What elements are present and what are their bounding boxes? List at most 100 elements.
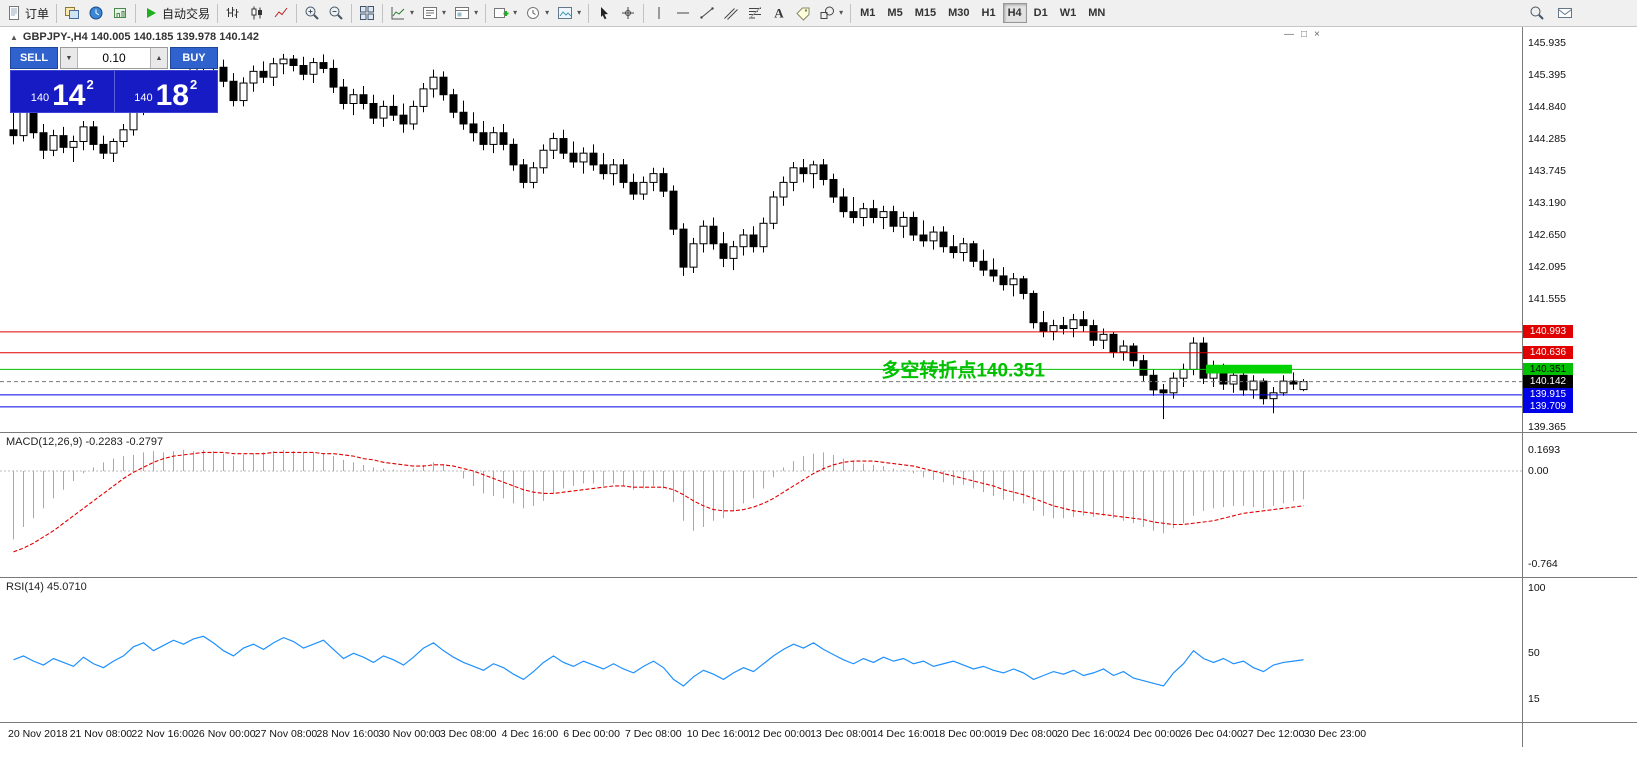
rsi-axis: 100 50 15 (1522, 578, 1637, 722)
bars-chart-button[interactable] (221, 2, 245, 24)
close-window-icon[interactable]: × (1314, 29, 1320, 40)
symbol-search-button[interactable] (1525, 2, 1549, 24)
shapes-button[interactable]: ▾ (815, 2, 847, 24)
time-tick-label: 26 Nov 00:00 (193, 728, 256, 740)
timeframe-m15[interactable]: M15 (910, 3, 941, 23)
timeframe-m1[interactable]: M1 (855, 3, 880, 23)
timeframe-mn[interactable]: MN (1083, 3, 1110, 23)
clock-icon (525, 5, 541, 21)
trendline-icon (699, 5, 715, 21)
template-button[interactable]: ▾ (553, 2, 585, 24)
time-tick-label: 24 Dec 00:00 (1118, 728, 1182, 740)
price-tick-label: 145.935 (1528, 37, 1566, 49)
rsi-tick-label: 50 (1528, 647, 1540, 660)
pivot-annotation[interactable]: 多空转折点140.351 (881, 358, 1045, 381)
template-icon (557, 5, 573, 21)
chevron-down-icon: ▾ (545, 8, 550, 17)
minimize-window-icon[interactable]: — (1284, 29, 1294, 40)
period-button[interactable]: ▾ (521, 2, 553, 24)
shapes-icon (819, 5, 835, 21)
sell-price[interactable]: 140 14 2 (11, 71, 114, 112)
text-button[interactable]: A (767, 2, 791, 24)
toolbar-separator (588, 3, 590, 23)
new-chart-button[interactable]: ▾ (489, 2, 521, 24)
time-tick-label: 27 Dec 12:00 (1242, 728, 1305, 740)
restore-window-icon[interactable]: □ (1301, 29, 1308, 40)
new-order-button[interactable]: 订单 (2, 2, 53, 24)
play-icon (143, 5, 159, 21)
price-tick-label: 141.555 (1528, 293, 1566, 305)
zoom-in-button[interactable] (300, 2, 324, 24)
one-click-toggle-icon[interactable]: ▲ (10, 32, 18, 42)
time-axis-corner (1522, 723, 1637, 747)
navigator-button[interactable] (108, 2, 132, 24)
navigator-icon (112, 5, 128, 21)
charts-icon (64, 5, 80, 21)
toolbar: 订单 自动交易 ▾ ▾ ▾ ▾ ▾ ▾ A ▾ M1 M5 M15 M30 H1 H4 D1 W1 MN (0, 0, 1637, 27)
time-axis[interactable]: 20 Nov 2018 21 Nov 08:00 22 Nov 16:00 26 No… (0, 722, 1637, 747)
macd-axis: 0.1693 0.00 -0.764 (1522, 433, 1637, 577)
tile-windows-button[interactable] (355, 2, 379, 24)
volume-field[interactable]: ▼ 0.10 ▲ (60, 47, 168, 69)
volume-value[interactable]: 0.10 (102, 51, 126, 65)
time-tick-label: 26 Dec 04:00 (1180, 728, 1243, 740)
tile-windows-icon (359, 5, 375, 21)
cursor-button[interactable] (592, 2, 616, 24)
price-chart-pane[interactable]: 多空转折点140.351 ▲ GBPJPY-,H4 140.005 140.18… (0, 27, 1637, 433)
window-controls: — □ × (1284, 29, 1320, 40)
timeframe-w1[interactable]: W1 (1055, 3, 1082, 23)
candlestick-chart[interactable]: 多空转折点140.351 (0, 27, 1522, 432)
time-tick-label: 20 Nov 2018 (8, 728, 68, 740)
line-chart-button[interactable] (269, 2, 293, 24)
crosshair-button[interactable] (616, 2, 640, 24)
time-tick-label: 30 Dec 23:00 (1303, 728, 1367, 740)
chevron-down-icon: ▾ (442, 8, 447, 17)
highlight-rectangle[interactable] (1206, 364, 1292, 374)
buy-price-sup: 2 (190, 77, 198, 92)
mailbox-button[interactable] (1553, 2, 1577, 24)
price-axis[interactable]: 145.935 145.395 144.840 144.285 143.745 143.1… (1522, 27, 1637, 433)
candlestick-chart-button[interactable] (245, 2, 269, 24)
channel-button[interactable] (719, 2, 743, 24)
zoom-out-button[interactable] (324, 2, 348, 24)
macd-tick-label: 0.00 (1528, 465, 1549, 478)
buy-button[interactable]: BUY (170, 47, 218, 69)
autotrading-button[interactable]: 自动交易 (139, 2, 214, 24)
timeframe-m5[interactable]: M5 (882, 3, 907, 23)
price-tick-label: 144.285 (1528, 133, 1566, 146)
toolbar-separator (56, 3, 58, 23)
trendline-button[interactable] (695, 2, 719, 24)
svg-text:A: A (774, 6, 784, 21)
time-tick-label: 20 Dec 16:00 (1056, 728, 1120, 740)
label-button[interactable] (791, 2, 815, 24)
fibonacci-button[interactable] (743, 2, 767, 24)
timeframe-h4[interactable]: H4 (1002, 3, 1027, 23)
market-watch-button[interactable] (84, 2, 108, 24)
vertical-line-button[interactable] (647, 2, 671, 24)
time-tick-label: 30 Nov 00:00 (378, 728, 441, 740)
periods-button[interactable]: ▾ (418, 2, 450, 24)
buy-price-prefix: 140 (134, 92, 153, 104)
indicators-button[interactable]: ▾ (386, 2, 418, 24)
time-tick-label: 18 Dec 00:00 (933, 728, 996, 740)
sell-button[interactable]: SELL (10, 47, 58, 69)
time-tick-label: 10 Dec 16:00 (686, 728, 750, 740)
toolbar-separator (351, 3, 353, 23)
volume-increase-icon[interactable]: ▲ (150, 48, 167, 68)
candlesticks[interactable] (9, 53, 1308, 420)
time-tick-label: 7 Dec 08:00 (625, 728, 682, 740)
volume-decrease-icon[interactable]: ▼ (61, 48, 78, 68)
buy-price[interactable]: 140 18 2 (113, 71, 218, 112)
macd-pane: MACD(12,26,9) -0.2283 -0.2797 0.1693 0.00… (0, 432, 1637, 577)
templates-button[interactable]: ▾ (450, 2, 482, 24)
search-icon (1529, 5, 1545, 21)
timeframe-m30[interactable]: M30 (943, 3, 974, 23)
macd-tick-label: 0.1693 (1528, 444, 1561, 456)
chevron-down-icon: ▾ (474, 8, 479, 17)
timeframe-d1[interactable]: D1 (1029, 3, 1053, 23)
price-tick-label: 143.190 (1528, 197, 1566, 210)
charts-button[interactable] (60, 2, 84, 24)
timeframe-h1[interactable]: H1 (977, 3, 1001, 23)
fibonacci-icon (747, 5, 763, 21)
horizontal-line-button[interactable] (671, 2, 695, 24)
